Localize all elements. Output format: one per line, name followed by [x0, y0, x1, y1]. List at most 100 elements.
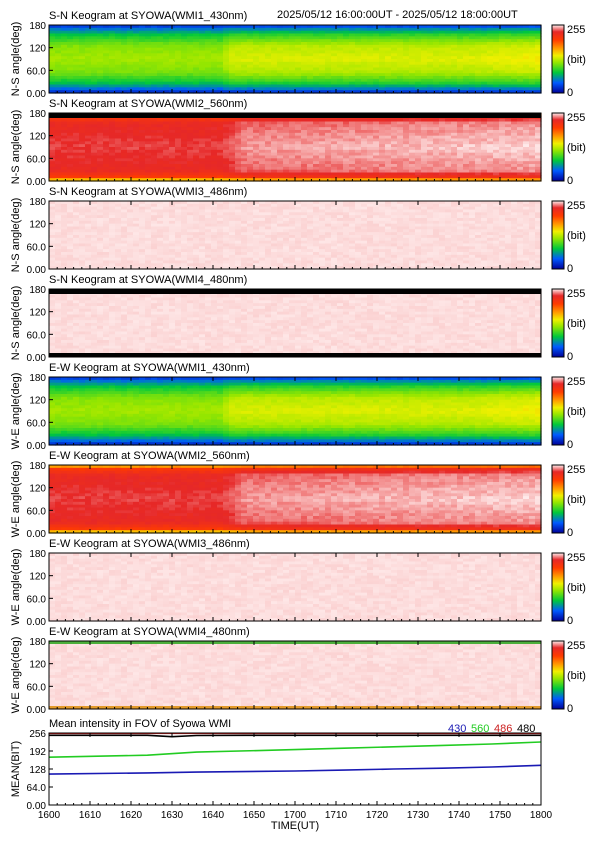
heatmap-cell: [223, 67, 230, 71]
heatmap-cell: [211, 59, 218, 63]
heatmap-cell: [337, 81, 344, 86]
heatmap-cell: [49, 164, 56, 168]
heatmap-cell: [325, 76, 332, 80]
heatmap-cell: [337, 70, 344, 74]
heatmap-cell: [139, 42, 146, 46]
heatmap-cell: [475, 84, 482, 88]
heatmap-cell: [523, 81, 530, 86]
heatmap-cell: [439, 64, 446, 69]
heatmap-cell: [301, 70, 308, 74]
heatmap-cell: [139, 56, 146, 60]
heatmap-cell: [187, 47, 194, 52]
heatmap-cell: [49, 90, 56, 94]
heatmap-cell: [349, 84, 356, 88]
heatmap-cell: [223, 36, 230, 40]
heatmap-cell: [277, 44, 284, 49]
heatmap-cell: [85, 90, 92, 94]
heatmap-cell: [451, 33, 458, 37]
heatmap-cell: [55, 158, 62, 162]
heatmap-cell: [397, 64, 404, 69]
heatmap-cell: [235, 30, 242, 35]
heatmap-cell: [325, 67, 332, 71]
heatmap-cell: [523, 30, 530, 35]
heatmap-cell: [289, 70, 296, 74]
heatmap-cell: [511, 64, 518, 69]
heatmap-cell: [325, 30, 332, 35]
heatmap-cell: [115, 127, 122, 131]
heatmap-cell: [517, 36, 524, 40]
heatmap-cell: [433, 61, 440, 66]
heatmap-cell: [169, 42, 176, 46]
heatmap-cell: [211, 81, 218, 86]
heatmap-cell: [499, 59, 506, 63]
y-tick-label: 0.00: [27, 89, 47, 100]
heatmap-cell: [397, 42, 404, 46]
heatmap-cell: [355, 39, 362, 43]
heatmap-cell: [433, 50, 440, 54]
heatmap-cell: [115, 87, 122, 91]
heatmap-cell: [139, 87, 146, 91]
heatmap-cell: [481, 87, 488, 91]
heatmap-cell: [511, 81, 518, 86]
heatmap-cell: [73, 178, 80, 182]
heatmap-cell: [259, 50, 266, 54]
heatmap-cell: [187, 36, 194, 40]
heatmap-cell: [349, 67, 356, 71]
heatmap-cell: [511, 42, 518, 46]
heatmap-cell: [49, 25, 56, 29]
heatmap-cell: [385, 42, 392, 46]
heatmap-cell: [163, 70, 170, 74]
heatmap-cell: [517, 30, 524, 35]
heatmap-cell: [487, 53, 494, 57]
heatmap-cell: [91, 178, 98, 182]
heatmap-cell: [85, 50, 92, 54]
heatmap-cell: [517, 73, 524, 77]
heatmap-cell: [55, 164, 62, 168]
heatmap-cell: [379, 59, 386, 63]
heatmap-cell: [187, 50, 194, 54]
heatmap-cell: [337, 59, 344, 63]
heatmap-cell: [427, 42, 434, 46]
heatmap-cell: [469, 70, 476, 74]
heatmap-cell: [217, 61, 224, 66]
heatmap-cell: [475, 78, 482, 83]
heatmap-cell: [73, 130, 80, 134]
heatmap-cell: [373, 59, 380, 63]
heatmap-cell: [517, 50, 524, 54]
heatmap-cell: [469, 47, 476, 52]
heatmap-cell: [115, 169, 122, 174]
heatmap-cell: [157, 130, 164, 134]
heatmap-cell: [73, 166, 80, 171]
heatmap-cell: [385, 90, 392, 94]
heatmap-cell: [175, 70, 182, 74]
heatmap-cell: [157, 161, 164, 165]
heatmap-cell: [49, 147, 56, 151]
heatmap-cell: [499, 33, 506, 37]
heatmap-cell: [373, 33, 380, 37]
heatmap-cell: [421, 47, 428, 52]
heatmap-cell: [475, 87, 482, 91]
heatmap-cell: [253, 90, 260, 94]
heatmap-cell: [67, 47, 74, 52]
heatmap-cell: [151, 27, 158, 32]
heatmap-cell: [127, 141, 134, 145]
heatmap-cell: [139, 175, 146, 179]
heatmap-cell: [487, 87, 494, 91]
heatmap-cell: [199, 76, 206, 80]
heatmap-cell: [427, 53, 434, 57]
keogram-panel: S-N Keogram at SYOWA(WMI1_430nm)18012060…: [10, 10, 586, 100]
heatmap-cell: [259, 81, 266, 86]
heatmap-cell: [427, 50, 434, 54]
heatmap-cell: [115, 158, 122, 162]
heatmap-cell: [193, 70, 200, 74]
heatmap-cell: [187, 44, 194, 49]
heatmap-cell: [133, 59, 140, 63]
heatmap-cell: [385, 33, 392, 37]
heatmap-cell: [295, 90, 302, 94]
heatmap-cell: [475, 42, 482, 46]
heatmap-cell: [133, 30, 140, 35]
heatmap-cell: [427, 78, 434, 83]
heatmap-cell: [181, 73, 188, 77]
heatmap-cell: [73, 36, 80, 40]
heatmap-cell: [433, 39, 440, 43]
